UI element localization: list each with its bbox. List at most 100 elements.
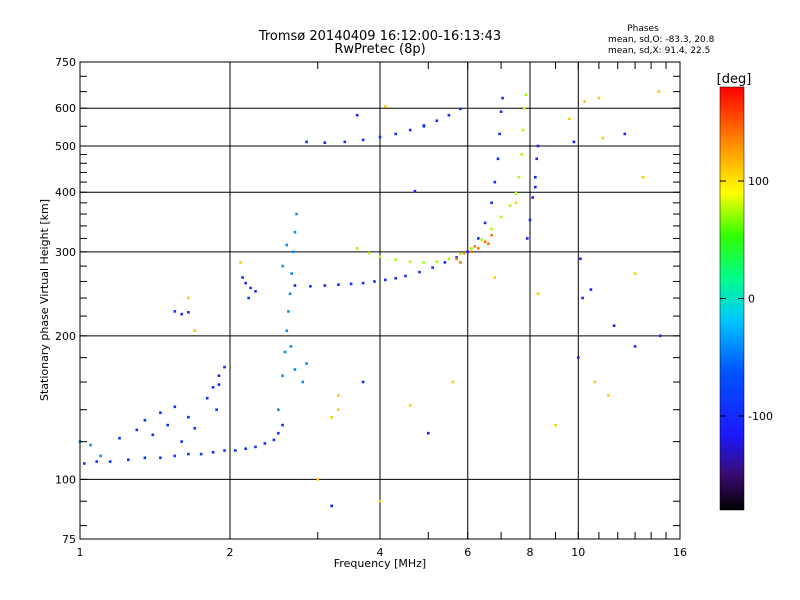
- data-point: [477, 247, 480, 250]
- data-point: [272, 438, 276, 442]
- data-point: [508, 204, 512, 207]
- data-point: [244, 447, 247, 450]
- data-point: [295, 212, 298, 216]
- data-point: [277, 408, 280, 411]
- data-point: [187, 296, 190, 300]
- y-tick-label: 750: [55, 56, 76, 69]
- data-point: [535, 157, 538, 161]
- data-point: [528, 218, 532, 222]
- data-point: [217, 383, 221, 386]
- data-point: [95, 460, 98, 463]
- data-point: [361, 380, 365, 384]
- data-point: [309, 285, 312, 288]
- data-point: [384, 278, 387, 282]
- data-point: [373, 280, 376, 283]
- x-tick-label: 8: [527, 546, 534, 559]
- data-point: [499, 110, 503, 113]
- data-point: [217, 374, 221, 377]
- x-tick-label: 16: [673, 546, 687, 559]
- data-point: [193, 329, 197, 332]
- stats-heading: Phases: [627, 24, 659, 34]
- data-point: [89, 443, 92, 447]
- data-point: [455, 256, 458, 259]
- data-point: [223, 365, 226, 369]
- data-point: [384, 105, 387, 108]
- data-point: [211, 386, 215, 389]
- data-point: [247, 296, 250, 300]
- data-point: [459, 107, 462, 111]
- y-tick-labels: 75 100 200 300 400 500 600 750: [55, 56, 76, 546]
- data-point: [514, 201, 518, 205]
- data-point: [127, 458, 130, 461]
- data-point: [493, 276, 497, 279]
- x-axis-label: Frequency [MHz]: [334, 557, 426, 570]
- data-point: [289, 345, 293, 348]
- data-point: [514, 192, 518, 195]
- data-point: [466, 250, 469, 254]
- data-point: [413, 189, 417, 193]
- data-point: [657, 90, 660, 93]
- stats-line-o: mean, sd,O: -83.3, 20.8: [608, 35, 715, 45]
- data-point: [305, 362, 308, 365]
- colorbar-tick-label: -100: [748, 410, 773, 423]
- data-point: [581, 296, 584, 300]
- data-point: [288, 292, 292, 296]
- colorbar-tick-label: 0: [748, 293, 755, 306]
- data-point: [418, 270, 421, 274]
- data-point: [394, 258, 397, 261]
- data-point: [601, 136, 605, 140]
- data-point: [451, 380, 455, 384]
- data-point: [378, 135, 382, 139]
- data-point: [234, 449, 237, 452]
- data-point: [241, 276, 244, 279]
- data-point: [293, 284, 297, 287]
- data-point: [498, 132, 501, 136]
- colorbar-label: [deg]: [717, 72, 752, 87]
- grid: [80, 62, 680, 539]
- data-point: [159, 456, 162, 460]
- data-point: [443, 261, 447, 264]
- data-point: [597, 96, 601, 100]
- data-point: [459, 261, 462, 264]
- data-point: [554, 423, 557, 427]
- stats-line-x: mean, sd,X: 91.4, 22.5: [608, 46, 710, 56]
- y-axis-label: Stationary phase Virtual Height [km]: [38, 199, 51, 401]
- data-point: [455, 257, 458, 261]
- data-point: [612, 324, 616, 327]
- data-point: [408, 128, 412, 132]
- data-point: [337, 394, 340, 397]
- x-tick-label: 10: [571, 546, 585, 559]
- data-point: [589, 288, 593, 291]
- data-point: [462, 251, 466, 255]
- axis-ticks: [79, 61, 681, 539]
- data-point: [287, 310, 290, 313]
- data-point: [244, 281, 247, 285]
- data-point: [577, 356, 580, 359]
- y-tick-label: 100: [55, 473, 76, 486]
- data-point: [517, 175, 521, 179]
- data-point: [435, 119, 439, 122]
- data-point: [499, 215, 503, 219]
- data-point: [490, 227, 493, 231]
- data-point: [281, 423, 284, 427]
- data-point: [579, 257, 582, 261]
- x-tick-label: 4: [377, 546, 384, 559]
- data-point: [330, 415, 333, 419]
- data-point: [239, 261, 242, 264]
- data-point: [490, 201, 493, 205]
- data-point: [490, 233, 493, 237]
- colorbar-tick-label: 100: [748, 175, 769, 188]
- data-point: [378, 255, 382, 258]
- data-point: [254, 290, 257, 293]
- data-point: [536, 292, 540, 296]
- data-point: [223, 449, 226, 452]
- data-point: [323, 141, 327, 144]
- data-point: [521, 128, 525, 132]
- chart-title: Tromsø 20140409 16:12:00-16:13:43: [258, 29, 501, 44]
- data-point: [431, 266, 434, 269]
- data-point: [427, 431, 430, 435]
- data-point: [633, 345, 637, 348]
- data-point: [316, 478, 319, 481]
- x-tick-label: 6: [464, 546, 471, 559]
